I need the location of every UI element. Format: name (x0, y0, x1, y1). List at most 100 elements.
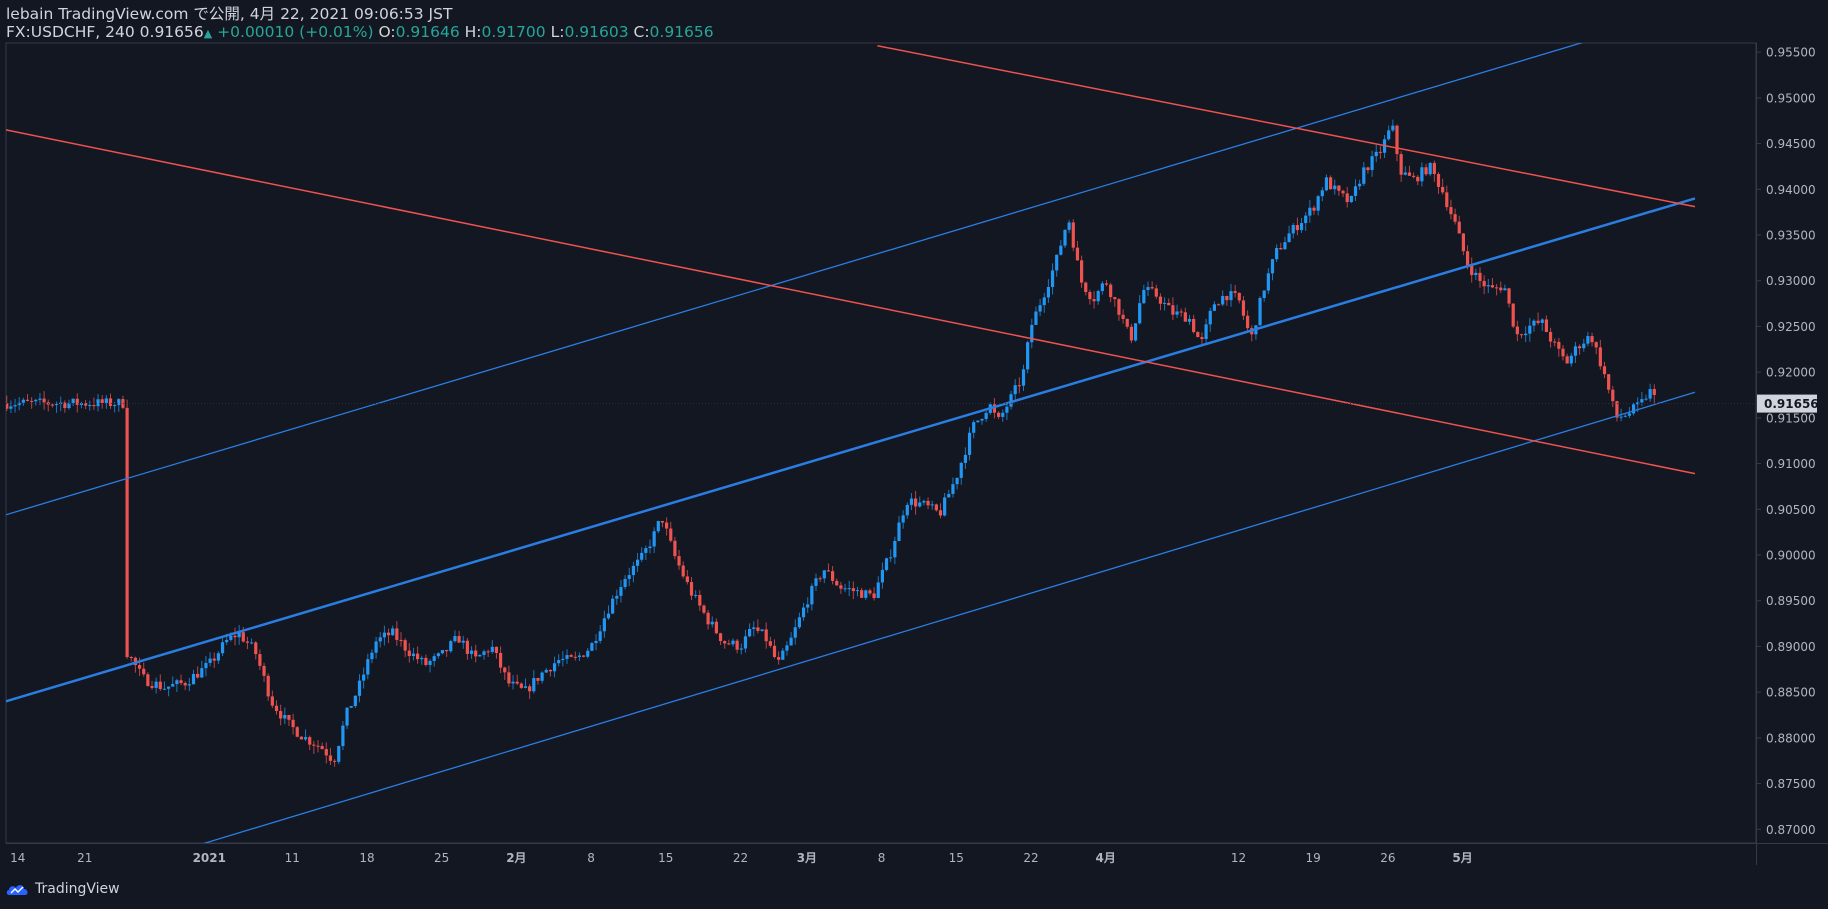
candle-390 (1623, 414, 1627, 418)
candle-259 (1080, 255, 1084, 288)
candle-20 (88, 400, 92, 411)
time-axis[interactable]: 14 21 2021 11 18 25 2月 8 15 22 3月 8 15 22 4月 12 19 26 5月 (10, 851, 1473, 865)
candle-49 (208, 652, 212, 667)
y-tick-label-12: 0.93000 (1766, 274, 1816, 288)
candle-body (1042, 297, 1046, 306)
candle-227 (947, 489, 951, 498)
candle-body (831, 571, 835, 581)
candle-body (1470, 265, 1474, 276)
candle-134 (561, 650, 565, 667)
candle-107 (449, 639, 453, 653)
candle-223 (930, 500, 934, 510)
candle-body (113, 405, 117, 407)
tradingview-logo[interactable]: TradingView (6, 881, 120, 897)
candle-64 (270, 690, 274, 709)
candle-247 (1030, 318, 1034, 349)
candle-172 (718, 632, 723, 645)
candle-body (1096, 291, 1100, 302)
candle-body (972, 422, 976, 433)
candle-body (204, 662, 208, 669)
candle-body (1200, 337, 1204, 340)
candle-90 (378, 632, 382, 648)
candle-246 (1026, 340, 1030, 374)
candle-body (382, 632, 386, 638)
candle-body (1453, 214, 1457, 222)
candle-66 (279, 704, 283, 726)
candle-167 (698, 590, 702, 611)
candle-213 (889, 549, 893, 563)
candle-body (1482, 280, 1486, 287)
candle-body (1362, 167, 1366, 184)
candle-71 (299, 736, 303, 740)
y-tick-label-4: 0.89000 (1766, 640, 1816, 654)
candle-397 (1652, 384, 1656, 404)
candle-body (1241, 300, 1246, 316)
candle-113 (474, 644, 478, 663)
candle-body (465, 640, 469, 654)
candle-333 (1387, 125, 1391, 141)
candle-63 (266, 673, 270, 701)
current-price-label: 0.91656 (1764, 397, 1819, 411)
candle-27 (117, 398, 121, 412)
candle-body (1071, 222, 1075, 248)
candle-body (399, 639, 403, 641)
candle-body (1474, 272, 1478, 276)
candle-body (1117, 299, 1121, 315)
candle-body (1104, 283, 1109, 285)
candle-body (162, 688, 167, 690)
candle-body (835, 580, 839, 586)
candle-body (926, 500, 930, 506)
candle-body (499, 652, 503, 668)
candle-126 (528, 684, 532, 700)
candle-255 (1063, 229, 1067, 249)
candle-body (1121, 314, 1125, 319)
candle-233 (972, 419, 976, 439)
candle-336 (1399, 151, 1403, 182)
candle-body (1312, 207, 1316, 211)
candle-36 (154, 677, 158, 694)
candle-body (565, 655, 569, 659)
candle-330 (1374, 144, 1378, 163)
candle-body (1187, 318, 1192, 322)
candle-84 (353, 695, 357, 708)
candle-body (407, 650, 411, 657)
candle-body (992, 404, 997, 413)
y-tick-label-11: 0.92500 (1766, 320, 1816, 334)
y-tick-label-17: 0.95500 (1766, 46, 1816, 60)
candle-347 (1445, 185, 1449, 211)
candle-267 (1113, 296, 1117, 307)
candle-337 (1403, 166, 1407, 176)
candle-body (274, 705, 279, 712)
candle-body (590, 643, 594, 651)
candle-346 (1441, 178, 1445, 195)
candle-253 (1055, 254, 1059, 277)
candle-body (681, 565, 685, 577)
candle-body (627, 575, 631, 579)
candle-body (1316, 196, 1320, 211)
x-tick-label-2: 2021 (193, 851, 226, 865)
candle-body (702, 605, 706, 613)
candle-153 (640, 547, 644, 563)
price-axis[interactable]: 0.87000 0.87500 0.88000 0.88500 0.89000 0.895… (1756, 46, 1816, 837)
candle-body (598, 631, 602, 641)
candle-body (279, 711, 283, 719)
candle-395 (1644, 394, 1648, 401)
candle-body (586, 650, 590, 657)
candle-body (1561, 348, 1565, 357)
candle-312 (1299, 218, 1304, 233)
candle-62 (262, 662, 266, 683)
candle-120 (503, 666, 507, 680)
candle-body (220, 642, 225, 654)
candle-body (1038, 305, 1042, 312)
candle-body (557, 660, 561, 664)
candle-386 (1607, 374, 1611, 394)
candle-115 (482, 649, 486, 660)
x-tick-label-18: 5月 (1452, 851, 1472, 865)
candle-264 (1100, 281, 1104, 295)
candle-body (623, 578, 627, 588)
candle-body (511, 681, 515, 684)
candle-body (710, 621, 714, 625)
candle-78 (328, 747, 333, 766)
trendlines (6, 43, 1696, 843)
